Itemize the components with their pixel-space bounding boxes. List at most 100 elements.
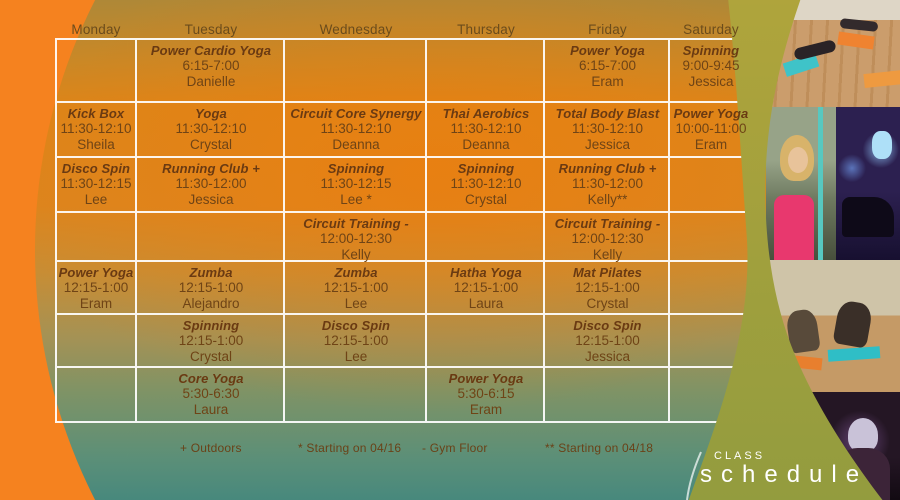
photo-indoor-cycling-neon bbox=[836, 107, 900, 260]
class-name: Circuit Training - bbox=[554, 216, 661, 231]
class-name: Thai Aerobics bbox=[442, 106, 530, 121]
class-cell-wednesday-row5 bbox=[285, 262, 427, 315]
class-cell-saturday-row2: Power Yoga 10:00-11:00 Eram bbox=[670, 103, 752, 158]
class-name: Circuit Training - bbox=[303, 216, 409, 231]
day-header-saturday: Saturday bbox=[683, 22, 739, 37]
class-time: 11:30-12:10 bbox=[60, 121, 132, 136]
class-cell-friday-row2: Total Body Blast 11:30-12:10 Jessica bbox=[545, 103, 670, 158]
class-cell-thursday-row2 bbox=[427, 103, 545, 158]
class-time: 11:30-12:10 bbox=[320, 121, 392, 136]
empty-cell-wednesday-row7 bbox=[285, 368, 427, 423]
class-cell-monday-row3 bbox=[55, 158, 137, 213]
class-instructor: Crystal bbox=[189, 348, 232, 364]
empty-cell-wednesday-row7 bbox=[285, 368, 427, 423]
class-cell-friday-row5: Mat Pilates 12:15-1:00 Crystal bbox=[545, 262, 670, 315]
class-instructor: Deanna bbox=[332, 136, 380, 152]
class-time: 12:15-1:00 bbox=[178, 333, 244, 348]
class-cell-thursday-row3 bbox=[427, 158, 545, 213]
class-name: Circuit Core Synergy bbox=[290, 106, 422, 121]
class-cell-tuesday-row2 bbox=[137, 103, 285, 158]
class-cell-monday-row5: Power Yoga 12:15-1:00 Eram bbox=[55, 262, 137, 315]
empty-cell-friday-row7 bbox=[545, 368, 670, 423]
class-cell-wednesday-row5: Zumba 12:15-1:00 Lee bbox=[285, 262, 427, 315]
class-name: Spinning bbox=[182, 318, 240, 333]
class-time: 11:30-12:10 bbox=[450, 121, 522, 136]
class-name: Mat Pilates bbox=[572, 265, 642, 280]
day-header-saturday bbox=[670, 22, 752, 40]
class-instructor: Kelly** bbox=[587, 191, 628, 207]
class-instructor: Crystal bbox=[189, 136, 232, 152]
pink-sports-top bbox=[774, 195, 814, 260]
class-name: Spinning bbox=[682, 43, 740, 58]
empty-cell-thursday-row4 bbox=[427, 213, 545, 262]
class-instructor: Kelly bbox=[592, 246, 623, 262]
class-cell-thursday-row2: Thai Aerobics 11:30-12:10 Deanna bbox=[427, 103, 545, 158]
empty-cell-monday-row4 bbox=[55, 213, 137, 262]
class-instructor: Deanna bbox=[462, 136, 510, 152]
class-instructor: Jessica bbox=[188, 191, 234, 207]
empty-cell-tuesday-row4 bbox=[137, 213, 285, 262]
footnote-gym-floor: - Gym Floor bbox=[422, 441, 488, 455]
olive-curve-shape bbox=[688, 0, 883, 500]
class-instructor: Laura bbox=[468, 295, 504, 311]
class-name: Running Club + bbox=[162, 161, 260, 176]
class-time: 6:15-7:00 bbox=[182, 58, 240, 73]
class-cell-friday-row3: Running Club +11:30-12:00 Kelly** bbox=[545, 158, 670, 213]
bike-silhouette bbox=[842, 197, 894, 237]
empty-cell-monday-row6 bbox=[55, 315, 137, 368]
class-time: 12:15-1:00 bbox=[453, 280, 519, 295]
empty-cell-saturday-row5 bbox=[670, 262, 752, 315]
day-header-thursday bbox=[427, 22, 545, 40]
empty-cell-saturday-row6 bbox=[670, 315, 752, 368]
class-cell-wednesday-row6: Disco Spin 12:15-1:00 Lee bbox=[285, 315, 427, 368]
class-name: Running Club + bbox=[558, 161, 657, 176]
class-cell-tuesday-row3 bbox=[137, 158, 285, 213]
class-time: 12:15-1:00 bbox=[575, 333, 640, 348]
window-frame bbox=[818, 107, 823, 260]
class-name: Yoga bbox=[195, 106, 227, 121]
class-name: Power Yoga bbox=[58, 265, 134, 280]
class-cell-tuesday-row7 bbox=[137, 368, 285, 423]
class-cell-friday-row6 bbox=[545, 315, 670, 368]
empty-cell-saturday-row3 bbox=[670, 158, 752, 213]
class-instructor: Lee bbox=[344, 295, 368, 311]
empty-cell-friday-row7 bbox=[545, 368, 670, 423]
class-time: 11:30-12:10 bbox=[450, 176, 522, 191]
day-header-thursday: Thursday bbox=[457, 22, 515, 37]
logo-schedule-label: schedule bbox=[700, 461, 869, 488]
day-header-monday: Monday bbox=[71, 22, 121, 37]
empty-cell-tuesday-row4 bbox=[137, 213, 285, 262]
class-time: 12:00-12:30 bbox=[319, 231, 393, 246]
class-name: Total Body Blast bbox=[555, 106, 660, 121]
empty-cell-monday-row1 bbox=[55, 40, 137, 103]
day-header-friday: Friday bbox=[588, 22, 627, 37]
class-cell-thursday-row5 bbox=[427, 262, 545, 315]
class-name: Disco Spin bbox=[321, 318, 391, 333]
class-cell-monday-row2 bbox=[55, 103, 137, 158]
class-cell-wednesday-row4: Circuit Training -12:00-12:30 Kelly bbox=[285, 213, 427, 262]
class-cell-tuesday-row3: Running Club +11:30-12:00 Jessica bbox=[137, 158, 285, 213]
class-cell-monday-row2: Kick Box 11:30-12:10 Sheila bbox=[55, 103, 137, 158]
empty-cell-monday-row1 bbox=[55, 40, 137, 103]
empty-cell-saturday-row5 bbox=[670, 262, 752, 315]
class-name: Disco Spin bbox=[573, 318, 642, 333]
class-time: 5:30-6:15 bbox=[457, 386, 515, 401]
class-instructor: Eram bbox=[469, 401, 503, 417]
day-header-tuesday bbox=[137, 22, 285, 40]
class-time: 9:00-9:45 bbox=[682, 58, 740, 73]
class-time: 11:30-12:00 bbox=[175, 176, 247, 191]
class-time: 11:30-12:15 bbox=[320, 176, 392, 191]
class-name: Zumba bbox=[189, 265, 233, 280]
footnote-starting-0418: ** Starting on 04/18 bbox=[545, 441, 654, 455]
class-name: Power Yoga bbox=[448, 371, 524, 386]
class-instructor: Jessica bbox=[584, 348, 630, 364]
empty-cell-saturday-row3 bbox=[670, 158, 752, 213]
class-cell-tuesday-row6: Spinning 12:15-1:00 Crystal bbox=[137, 315, 285, 368]
class-time: 12:15-1:00 bbox=[63, 280, 129, 295]
class-cell-friday-row6: Disco Spin 12:15-1:00 Jessica bbox=[545, 315, 670, 368]
class-cell-friday-row3 bbox=[545, 158, 670, 213]
class-cell-tuesday-row1 bbox=[137, 40, 285, 103]
empty-cell-saturday-row4 bbox=[670, 213, 752, 262]
